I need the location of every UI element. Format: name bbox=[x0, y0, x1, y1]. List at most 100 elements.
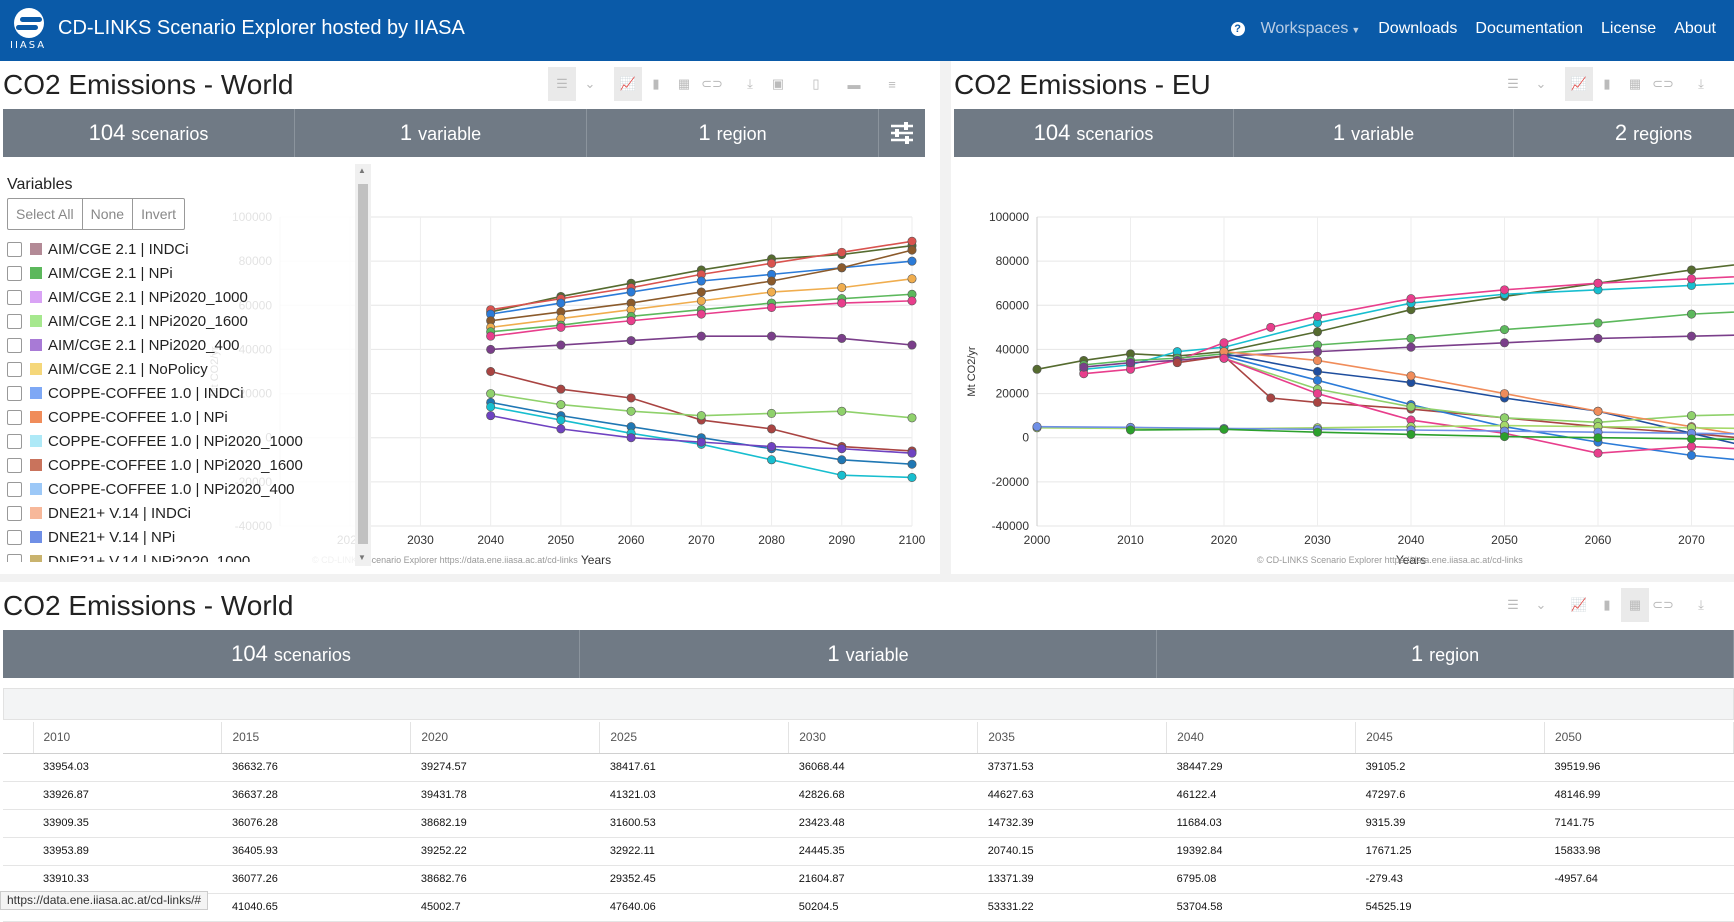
bar-chart-icon[interactable]: ▮ bbox=[1593, 588, 1621, 622]
download-icon[interactable]: ⤓ bbox=[736, 67, 764, 101]
variable-item[interactable]: AIM/CGE 2.1 | NPi2020_1000 bbox=[7, 285, 357, 309]
variable-item[interactable]: AIM/CGE 2.1 | NoPolicy bbox=[7, 357, 357, 381]
scroll-up-icon[interactable]: ▲ bbox=[358, 166, 366, 175]
row-handle bbox=[3, 809, 33, 837]
image-icon[interactable]: ▣ bbox=[764, 67, 792, 101]
checkbox[interactable] bbox=[7, 554, 22, 563]
variables-scrollbar[interactable]: ▲ ▼ bbox=[355, 164, 371, 566]
list-icon[interactable]: ☰ bbox=[1499, 67, 1527, 101]
app-title[interactable]: CD-LINKS Scenario Explorer hosted by IIA… bbox=[58, 17, 465, 40]
variable-item[interactable]: AIM/CGE 2.1 | NPi bbox=[7, 261, 357, 285]
nav-workspaces[interactable]: Workspaces▼ bbox=[1261, 20, 1361, 38]
menu-icon[interactable]: ≡ bbox=[878, 67, 906, 101]
checkbox[interactable] bbox=[7, 458, 22, 473]
column-header[interactable]: 2015 bbox=[222, 722, 411, 753]
line-chart-icon[interactable]: 📈 bbox=[614, 67, 642, 101]
line-chart-icon[interactable]: 📈 bbox=[1565, 588, 1593, 622]
toggle-icon[interactable]: ⊂⊃ bbox=[1649, 67, 1677, 101]
invert-button[interactable]: Invert bbox=[133, 199, 184, 229]
chevron-down-icon[interactable]: ⌄ bbox=[576, 67, 604, 101]
checkbox[interactable] bbox=[7, 290, 22, 305]
variable-item[interactable]: AIM/CGE 2.1 | NPi2020_400 bbox=[7, 333, 357, 357]
toggle-icon[interactable]: ⊂⊃ bbox=[1649, 588, 1677, 622]
column-header[interactable]: 2020 bbox=[411, 722, 600, 753]
column-header[interactable]: 2050 bbox=[1545, 722, 1734, 753]
sliders-icon[interactable] bbox=[879, 109, 925, 157]
list-icon[interactable]: ☰ bbox=[548, 67, 576, 101]
line-chart-icon[interactable]: 📈 bbox=[1565, 67, 1593, 101]
download-icon[interactable]: ⤓ bbox=[1687, 588, 1715, 622]
checkbox[interactable] bbox=[7, 410, 22, 425]
column-header[interactable]: 2045 bbox=[1356, 722, 1545, 753]
variable-item[interactable]: COPPE-COFFEE 1.0 | NPi2020_1600 bbox=[7, 453, 357, 477]
select-all-button[interactable]: Select All bbox=[8, 199, 83, 229]
column-header[interactable]: 2030 bbox=[789, 722, 978, 753]
data-point bbox=[838, 471, 846, 479]
scrollbar-thumb[interactable] bbox=[358, 184, 368, 544]
select-none-button[interactable]: None bbox=[83, 199, 133, 229]
column-header[interactable]: 2035 bbox=[978, 722, 1167, 753]
table-toolbar-band bbox=[3, 688, 1734, 720]
checkbox[interactable] bbox=[7, 338, 22, 353]
variable-item[interactable]: AIM/CGE 2.1 | INDCi bbox=[7, 237, 357, 261]
data-point bbox=[767, 288, 775, 296]
variable-item[interactable]: AIM/CGE 2.1 | NPi2020_1600 bbox=[7, 309, 357, 333]
checkbox[interactable] bbox=[7, 386, 22, 401]
checkbox[interactable] bbox=[7, 266, 22, 281]
table-icon[interactable]: ▦ bbox=[1621, 588, 1649, 622]
table-icon[interactable]: ▦ bbox=[670, 67, 698, 101]
table-icon[interactable]: ▦ bbox=[1621, 67, 1649, 101]
nav-documentation[interactable]: Documentation bbox=[1475, 20, 1583, 38]
variable-item[interactable]: COPPE-COFFEE 1.0 | NPi2020_1000 bbox=[7, 429, 357, 453]
document-icon[interactable]: ▯ bbox=[802, 67, 830, 101]
chevron-down-icon[interactable]: ⌄ bbox=[1527, 67, 1555, 101]
bar-chart-icon[interactable]: ▮ bbox=[642, 67, 670, 101]
checkbox[interactable] bbox=[7, 362, 22, 377]
table-cell: 9315.39 bbox=[1356, 809, 1545, 837]
checkbox[interactable] bbox=[7, 530, 22, 545]
column-header[interactable]: 2010 bbox=[33, 722, 222, 753]
checkbox[interactable] bbox=[7, 506, 22, 521]
checkbox[interactable] bbox=[7, 242, 22, 257]
question-circle-icon[interactable]: ? bbox=[1231, 22, 1245, 36]
variable-label: COPPE-COFFEE 1.0 | INDCi bbox=[48, 385, 244, 402]
variable-item[interactable]: COPPE-COFFEE 1.0 | INDCi bbox=[7, 381, 357, 405]
column-header[interactable]: 2025 bbox=[600, 722, 789, 753]
scroll-down-icon[interactable]: ▼ bbox=[358, 553, 366, 562]
toggle-icon[interactable]: ⊂⊃ bbox=[698, 67, 726, 101]
nav-license[interactable]: License bbox=[1601, 20, 1656, 38]
variable-item[interactable]: DNE21+ V.14 | INDCi bbox=[7, 501, 357, 525]
download-icon[interactable]: ⤓ bbox=[1687, 67, 1715, 101]
chevron-down-icon[interactable]: ⌄ bbox=[1527, 588, 1555, 622]
eu-line-chart[interactable]: -40000-200000200004000060000800001000002… bbox=[951, 171, 1734, 571]
variable-item[interactable]: DNE21+ V.14 | NPi2020_1000 bbox=[7, 549, 357, 562]
checkbox[interactable] bbox=[7, 314, 22, 329]
iiasa-logo[interactable]: IIASA bbox=[10, 6, 46, 52]
window-icon[interactable]: ▬ bbox=[840, 67, 868, 101]
column-header[interactable]: 2040 bbox=[1167, 722, 1356, 753]
bar-chart-icon[interactable]: ▮ bbox=[1593, 67, 1621, 101]
checkbox[interactable] bbox=[7, 434, 22, 449]
list-icon[interactable]: ☰ bbox=[1499, 588, 1527, 622]
variable-item[interactable]: DNE21+ V.14 | NPi bbox=[7, 525, 357, 549]
variable-item[interactable]: COPPE-COFFEE 1.0 | NPi2020_400 bbox=[7, 477, 357, 501]
checkbox[interactable] bbox=[7, 482, 22, 497]
nav-downloads[interactable]: Downloads bbox=[1378, 20, 1457, 38]
variable-item[interactable]: COPPE-COFFEE 1.0 | NPi bbox=[7, 405, 357, 429]
table-row[interactable]: 38427.141040.6545002.747640.0650204.5533… bbox=[3, 893, 1734, 921]
nav-about[interactable]: About bbox=[1674, 20, 1716, 38]
